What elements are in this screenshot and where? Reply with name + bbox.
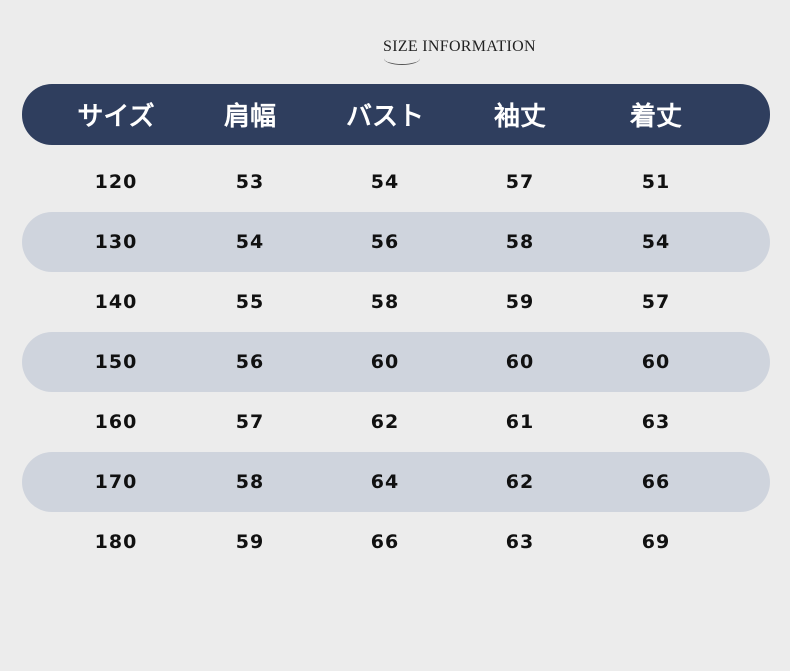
- header-length: 着丈: [629, 102, 682, 132]
- table-cell: 61: [505, 411, 535, 433]
- table-cell: 55: [235, 291, 265, 313]
- table-cell: 57: [235, 411, 265, 433]
- table-cell: 58: [505, 231, 535, 253]
- table-cell: 64: [370, 471, 400, 493]
- table-cell: 140: [94, 291, 138, 313]
- table-cell: 60: [641, 351, 671, 373]
- size-information-title: SIZE INFORMATION: [383, 38, 536, 55]
- table-cell: 54: [641, 231, 671, 253]
- decorative-arc: [384, 52, 420, 65]
- table-cell: 57: [505, 171, 535, 193]
- table-row: 120 53 54 57 51: [22, 152, 770, 212]
- table-cell: 57: [641, 291, 671, 313]
- table-cell: 150: [94, 351, 138, 373]
- table-cell: 63: [641, 411, 671, 433]
- table-row: 160 57 62 61 63: [22, 392, 770, 452]
- table-header: サイズ 肩幅 バスト 袖丈 着丈: [22, 84, 770, 145]
- table-cell: 180: [94, 531, 138, 553]
- table-cell: 56: [235, 351, 265, 373]
- table-cell: 170: [94, 471, 138, 493]
- table-cell: 54: [235, 231, 265, 253]
- table-cell: 62: [505, 471, 535, 493]
- table-cell: 66: [370, 531, 400, 553]
- table-cell: 60: [370, 351, 400, 373]
- table-cell: 59: [235, 531, 265, 553]
- table-cell: 62: [370, 411, 400, 433]
- table-cell: 120: [94, 171, 138, 193]
- table-cell: 66: [641, 471, 671, 493]
- table-row: 150 56 60 60 60: [22, 332, 770, 392]
- table-cell: 56: [370, 231, 400, 253]
- table-cell: 130: [94, 231, 138, 253]
- table-cell: 51: [641, 171, 671, 193]
- table-cell: 58: [235, 471, 265, 493]
- header-sleeve: 袖丈: [493, 102, 546, 132]
- table-cell: 63: [505, 531, 535, 553]
- table-cell: 59: [505, 291, 535, 313]
- table-cell: 54: [370, 171, 400, 193]
- table-cell: 53: [235, 171, 265, 193]
- table-cell: 160: [94, 411, 138, 433]
- header-size: サイズ: [77, 102, 155, 132]
- header-shoulder: 肩幅: [223, 102, 276, 132]
- table-cell: 60: [505, 351, 535, 373]
- table-row: 180 59 66 63 69: [22, 512, 770, 572]
- table-cell: 69: [641, 531, 671, 553]
- table-row: 130 54 56 58 54: [22, 212, 770, 272]
- header-bust: バスト: [345, 102, 424, 132]
- table-row: 170 58 64 62 66: [22, 452, 770, 512]
- table-row: 140 55 58 59 57: [22, 272, 770, 332]
- table-cell: 58: [370, 291, 400, 313]
